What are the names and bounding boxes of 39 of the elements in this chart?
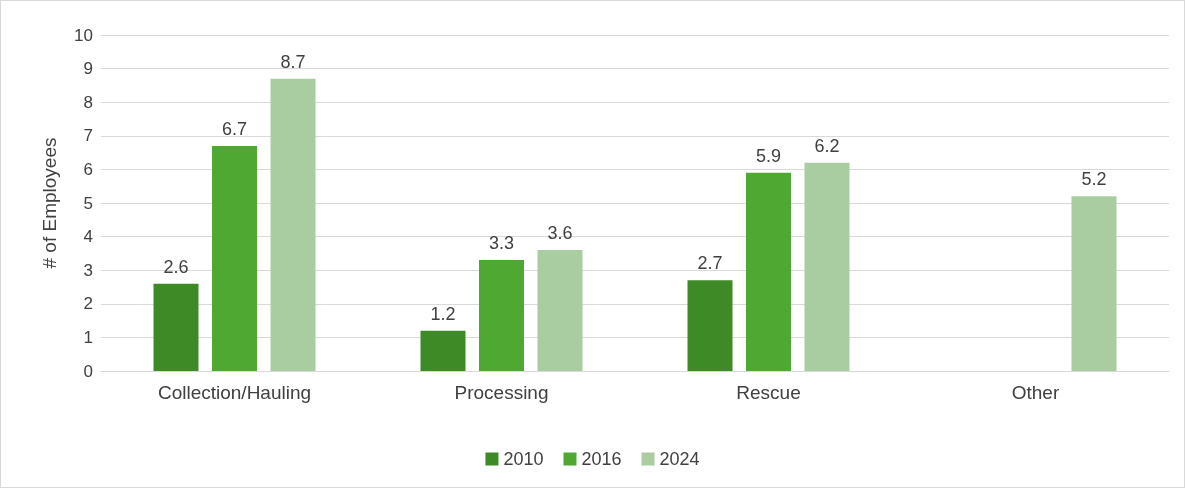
y-tick-label: 9 [83,59,93,79]
y-tick-label: 6 [83,159,93,179]
legend-label: 2016 [581,449,622,469]
bar [212,145,257,371]
x-tick-label: Collection/Hauling [157,382,312,403]
data-label: 6.2 [814,135,840,156]
data-label: 3.3 [488,233,515,254]
data-label: 2.6 [163,256,189,277]
y-tick-label: 2 [83,294,93,314]
y-tick-label: 5 [83,193,93,213]
data-label: 6.7 [221,118,248,139]
x-tick-label: Other [1011,382,1060,403]
bar [479,260,524,371]
y-tick-label: 0 [83,361,93,381]
y-tick-label: 10 [74,25,93,45]
bar [270,78,316,371]
x-tick-label: Processing [454,382,549,403]
data-label: 5.2 [1081,169,1107,190]
y-tick-label: 8 [83,92,93,112]
y-tick-label: 3 [83,260,93,280]
bar [687,280,733,371]
bar [537,250,583,371]
legend-label: 2010 [503,449,544,469]
bar [1071,196,1117,371]
legend-label: 2024 [659,449,700,469]
bar [804,162,850,371]
x-tick-label: Rescue [736,382,801,403]
data-label: 2.7 [697,253,723,274]
y-axis-title: # of Employees [39,137,60,269]
data-label: 3.6 [547,223,573,244]
data-label: 8.7 [280,51,306,72]
y-tick-label: 1 [83,327,93,347]
bar [746,172,791,371]
bar [153,283,199,371]
bar [420,330,466,371]
data-label: 5.9 [755,145,782,166]
data-label: 1.2 [430,303,456,324]
y-tick-label: 4 [83,227,93,247]
y-tick-label: 7 [83,126,93,146]
